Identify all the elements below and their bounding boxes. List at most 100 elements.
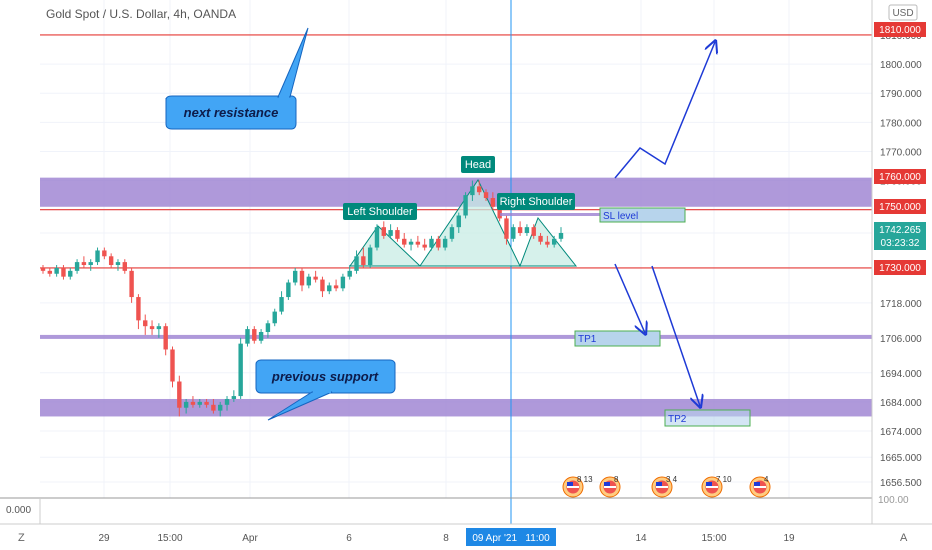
y-tick-label: 1656.500 [880, 478, 922, 489]
candle-body [102, 250, 107, 257]
candle-body [245, 329, 250, 344]
candle-body [54, 267, 59, 274]
current-price-text: 1742.265 [879, 225, 921, 236]
candles-layer [40, 180, 564, 417]
event-count: 8 13 [577, 475, 593, 484]
y-tick-label: 1684.000 [880, 398, 922, 409]
candle-body [361, 256, 366, 266]
y-tick-label: 1770.000 [880, 147, 922, 158]
candle-body [381, 227, 386, 236]
x-tick-label: 15:00 [701, 533, 726, 544]
event-count: 7 10 [716, 475, 732, 484]
candle-body [279, 297, 284, 312]
candle-body [163, 326, 168, 350]
candle-body [511, 227, 516, 239]
crosshair-time-badge [466, 528, 556, 546]
candle-body [170, 349, 175, 382]
time-axis[interactable]: 29 15:00 Apr 6 8 14 15:00 19 [98, 533, 795, 544]
candle-body [470, 186, 475, 196]
candle-body [156, 326, 162, 330]
sl-level-box[interactable]: SL level [500, 207, 686, 223]
countdown-text: 03:23:32 [881, 238, 920, 249]
candle-body [47, 270, 53, 274]
event-flag-icon[interactable]: 3 4 [651, 475, 678, 498]
tp2-box[interactable]: TP2 [664, 409, 751, 427]
event-flag-icon[interactable]: 8 13 [562, 475, 593, 498]
left-shoulder-bg [343, 203, 417, 220]
event-flag-icon[interactable]: 7 10 [701, 475, 732, 498]
zones-layer [40, 177, 872, 417]
candle-body [551, 238, 557, 245]
badge-1750-text: 1750.000 [879, 202, 921, 213]
tp2-arrow[interactable] [651, 265, 700, 406]
zone-0[interactable] [40, 177, 872, 207]
next-resistance-text: next resistance [184, 105, 279, 120]
candle-body [374, 227, 380, 248]
candle-body [545, 241, 550, 245]
candle-body [211, 404, 216, 411]
timezone-icon[interactable]: Z [18, 532, 25, 544]
candle-body [306, 276, 312, 286]
badge-1810-text: 1810.000 [879, 25, 921, 36]
candle-body [231, 396, 237, 399]
candle-body [190, 401, 196, 405]
head-text: Head [465, 159, 491, 171]
next-resistance-pointer [277, 27, 309, 98]
candle-body [143, 320, 148, 327]
previous-support-callout[interactable]: previous support [255, 359, 396, 421]
candle-body [252, 329, 257, 341]
right-shoulder-label[interactable]: Right Shoulder [497, 193, 575, 210]
candle-body [442, 238, 448, 248]
badge-1750: 1750.000 [874, 199, 926, 214]
right-shoulder-bg [497, 193, 575, 210]
candle-body [320, 279, 325, 292]
candle-body [347, 270, 352, 277]
y-tick-label: 1674.000 [880, 427, 922, 438]
left-shoulder-label[interactable]: Left Shoulder [343, 203, 417, 220]
candle-body [129, 270, 134, 298]
event-count: 4 [764, 475, 769, 484]
candle-body [122, 262, 127, 271]
symbol-title: Gold Spot / U.S. Dollar, 4h, OANDA [46, 7, 236, 21]
tp1-arrow[interactable] [614, 263, 645, 333]
candle-body [327, 285, 332, 292]
zone-2[interactable] [40, 398, 872, 417]
event-flag-icon[interactable]: 4 [749, 475, 771, 498]
price-axis[interactable]: 1656.500 1665.000 1674.000 1684.000 1694.000… [880, 31, 922, 489]
bullish-arrow[interactable] [614, 42, 715, 179]
candle-body [538, 235, 543, 242]
badge-1730: 1730.000 [874, 260, 926, 275]
right-shoulder-text: Right Shoulder [500, 196, 573, 208]
candle-body [286, 282, 291, 298]
tp1-box[interactable]: TP1 [574, 330, 661, 347]
x-tick-label: 19 [783, 533, 795, 544]
next-resistance-bubble [165, 95, 297, 130]
y-tick-label: 1665.000 [880, 453, 922, 464]
currency-badge[interactable] [888, 4, 918, 21]
candle-body [415, 241, 421, 245]
candle-body [238, 343, 243, 397]
candle-body [177, 381, 182, 408]
candle-body [449, 227, 455, 239]
y-tick-label: 1706.000 [880, 334, 922, 345]
head-label[interactable]: Head [461, 156, 495, 173]
y-tick-label: 1800.000 [880, 60, 922, 71]
candle-body [136, 297, 141, 321]
event-flag-icon[interactable]: 8 [599, 475, 621, 498]
candle-body [313, 276, 318, 280]
auto-scale-icon[interactable]: A [900, 532, 908, 544]
crosshair-time-text: 09 Apr '21 11:00 [472, 533, 550, 544]
next-resistance-callout[interactable]: next resistance [165, 27, 309, 130]
sl-level-label: SL level [603, 211, 638, 222]
candle-body [354, 256, 359, 271]
tp2-rect [664, 409, 751, 427]
candle-body [61, 267, 66, 277]
candle-body [292, 270, 298, 283]
zone-1[interactable] [40, 334, 872, 339]
candle-body [429, 238, 434, 248]
candle-body [197, 401, 202, 405]
previous-support-bubble [255, 359, 396, 394]
pointer-joint [279, 95, 289, 98]
candle-body [68, 270, 73, 277]
